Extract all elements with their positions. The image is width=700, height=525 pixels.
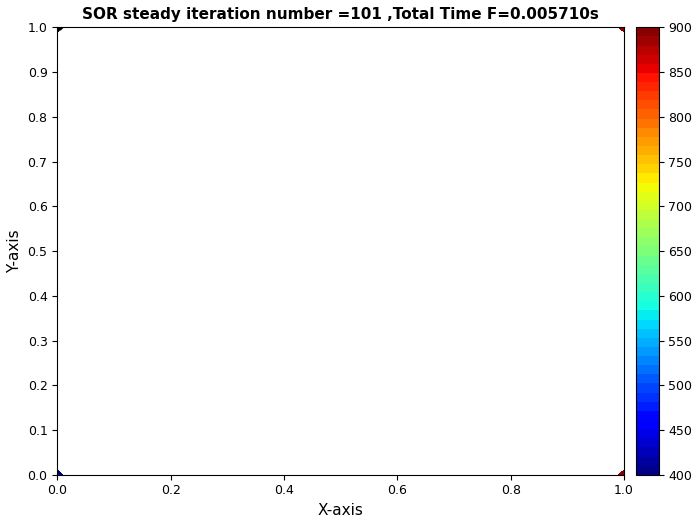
Y-axis label: Y-axis: Y-axis [7,229,22,273]
X-axis label: X-axis: X-axis [318,503,363,518]
Title: SOR steady iteration number =101 ,Total Time F=0.005710s: SOR steady iteration number =101 ,Total … [82,7,599,22]
